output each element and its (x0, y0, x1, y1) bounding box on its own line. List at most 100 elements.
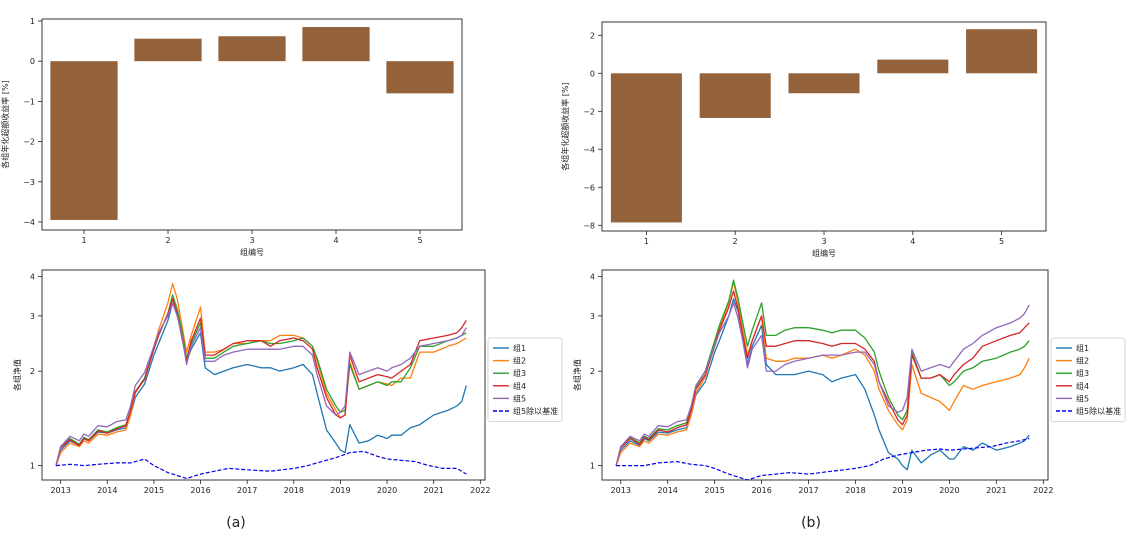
x-axis-label: 组编号 (812, 248, 836, 258)
x-tick-label-2: 2 (165, 236, 170, 245)
plot-frame (601, 21, 1047, 232)
chart-a-bar: 1 2 3 4 5 −4 −3 −2 −1 0 1 组编号 各组年化超额收益率 [%] (0, 17, 463, 257)
series-line-1 (615, 298, 1030, 471)
y-tick-label: −8 (583, 221, 595, 230)
series-line-4 (615, 290, 1030, 466)
chart-b-bar: 1 2 3 4 5 −8 −6 −4 −2 0 2 组编号 各组年化超额收益率 [%] (560, 21, 1047, 258)
y-tick-label: 1 (30, 462, 35, 471)
x-tick-label-2020: 2020 (939, 486, 959, 495)
legend: 组1 组2 组3 组4 组5 组5除以基准 (487, 337, 563, 422)
x-tick-label-5: 5 (417, 236, 422, 245)
legend-label-3: 组3 (1076, 368, 1089, 378)
bar-group-4 (302, 27, 370, 62)
legend-label-1: 组1 (513, 343, 526, 353)
y-tick-label: 2 (590, 367, 595, 376)
legend-label-3: 组3 (513, 368, 526, 378)
y-axis-label: 各组年化超额收益率 [%] (560, 82, 570, 170)
y-tick-label: −6 (583, 183, 595, 192)
x-tick-label-2022: 2022 (470, 486, 490, 495)
benchmark-line (616, 437, 1030, 481)
x-tick-label-1: 1 (81, 236, 86, 245)
bar-group-1 (50, 61, 118, 220)
y-tick-label: 2 (30, 367, 35, 376)
y-tick-label: 0 (590, 69, 595, 78)
x-tick-label-2017: 2017 (237, 486, 257, 495)
x-tick-label-2022: 2022 (1033, 486, 1053, 495)
y-tick-label: 3 (590, 312, 595, 321)
x-tick-label-4: 4 (333, 236, 338, 245)
y-tick-label: −2 (23, 138, 35, 147)
panel-label-a: (a) (226, 515, 246, 531)
legend-box (1050, 337, 1126, 422)
x-tick-label-2014: 2014 (658, 486, 678, 495)
benchmark-line (55, 450, 467, 480)
x-tick-label-2019: 2019 (330, 486, 350, 495)
y-tick-label: −3 (23, 178, 35, 187)
x-tick-label-5: 5 (999, 237, 1004, 246)
y-tick-label: 1 (30, 17, 35, 26)
x-tick-label-2013: 2013 (611, 486, 631, 495)
y-tick-label: −4 (583, 145, 595, 154)
series-line-3 (615, 279, 1030, 466)
bar-group-2 (134, 38, 202, 62)
chart-a-line: 2013 2014 2015 2016 2017 2018 2019 2020 2021 2022… (12, 269, 563, 495)
plot-frame (601, 269, 1049, 481)
x-tick-label-2019: 2019 (892, 486, 912, 495)
plot-frame (41, 18, 463, 231)
x-tick-label-3: 3 (821, 237, 826, 246)
y-tick-label: −2 (583, 107, 595, 116)
bar-group-5 (386, 61, 454, 94)
x-tick-label-2017: 2017 (798, 486, 818, 495)
series-line-5 (615, 302, 1030, 466)
bar-group-3 (788, 73, 860, 94)
y-tick-label: 2 (590, 31, 595, 40)
series-line-2 (615, 281, 1030, 466)
x-tick-label-2018: 2018 (845, 486, 865, 495)
y-tick-label: 0 (30, 57, 35, 66)
legend-label-4: 组4 (1076, 381, 1089, 391)
x-tick-label-2014: 2014 (97, 486, 117, 495)
legend-label-2: 组2 (1076, 356, 1089, 366)
y-tick-label: −4 (23, 218, 35, 227)
x-tick-label-2021: 2021 (986, 486, 1006, 495)
legend-label-2: 组2 (513, 356, 526, 366)
series-line-4 (55, 298, 467, 466)
x-tick-label-2020: 2020 (377, 486, 397, 495)
legend-label-5: 组5 (1076, 393, 1089, 403)
bar-group-2 (699, 73, 771, 118)
legend-label-6: 组5除以基准 (513, 406, 558, 416)
y-tick-label: 3 (30, 312, 35, 321)
y-axis-label: 各组年化超额收益率 [%] (0, 80, 10, 168)
x-tick-label-2015: 2015 (704, 486, 724, 495)
series-line-5 (55, 302, 467, 466)
y-axis-label: 各组净值 (572, 359, 582, 391)
x-tick-label-2013: 2013 (50, 486, 70, 495)
legend: 组1 组2 组3 组4 组5 组5除以基准 (1050, 337, 1126, 422)
legend-box (487, 337, 563, 422)
series-line-1 (55, 302, 467, 466)
plot-frame (41, 269, 486, 481)
x-tick-label-2021: 2021 (424, 486, 444, 495)
legend-label-1: 组1 (1076, 343, 1089, 353)
x-tick-label-2015: 2015 (144, 486, 164, 495)
chart-b-line: 2013 2014 2015 2016 2017 2018 2019 2020 2021 2022… (572, 269, 1126, 495)
bar-group-5 (966, 29, 1038, 74)
y-tick-label: 4 (590, 273, 595, 282)
panel-label-b: (b) (801, 515, 821, 531)
series-line-3 (55, 294, 467, 466)
x-tick-label-2016: 2016 (751, 486, 771, 495)
legend-label-4: 组4 (513, 381, 526, 391)
y-tick-label: 4 (30, 273, 35, 282)
y-axis-label: 各组净值 (12, 359, 22, 391)
x-tick-label-4: 4 (910, 237, 915, 246)
x-tick-label-2: 2 (733, 237, 738, 246)
y-tick-label: 1 (590, 462, 595, 471)
y-tick-label: −1 (23, 97, 35, 106)
series-line-2 (55, 282, 467, 466)
x-axis-label: 组编号 (240, 247, 264, 257)
x-tick-label-2016: 2016 (190, 486, 210, 495)
bar-group-4 (877, 59, 949, 74)
x-tick-label-3: 3 (249, 236, 254, 245)
x-tick-label-1: 1 (644, 237, 649, 246)
